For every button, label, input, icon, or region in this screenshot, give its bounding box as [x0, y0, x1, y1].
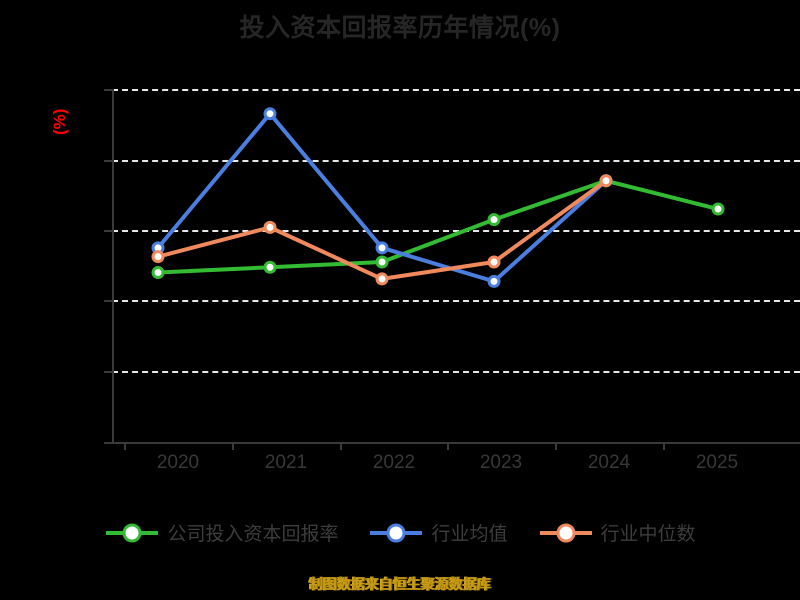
- gridline-4: [112, 300, 800, 302]
- x-tick-label-2023: 2023: [479, 452, 523, 473]
- x-tick-mark-3: [447, 442, 449, 450]
- x-tick-label-2022: 2022: [372, 452, 416, 473]
- gridline-8: [112, 160, 800, 162]
- x-tick-mark-4: [555, 442, 557, 450]
- footer-note: 制图数据来自恒生聚源数据库: [309, 576, 491, 592]
- legend-marker-industry-median-icon: [539, 523, 592, 542]
- legend-label-industry-mean: 行业均值: [431, 524, 508, 545]
- x-tick-label-2021: 2021: [264, 452, 308, 473]
- x-tick-mark-1: [232, 442, 234, 450]
- y-tick-mark-10: [104, 89, 112, 91]
- x-tick-mark-5: [663, 442, 665, 450]
- y-tick-mark-0: [104, 442, 112, 444]
- legend-item-industry-mean[interactable]: 行业均值: [368, 519, 508, 546]
- legend-label-industry-median: 行业中位数: [600, 524, 696, 545]
- page-title: 投入资本回报率历年情况(%): [239, 14, 561, 42]
- legend-item-company[interactable]: 公司投入资本回报率: [104, 519, 338, 546]
- legend-item-industry-median[interactable]: 行业中位数: [538, 519, 696, 546]
- legend-marker-industry-mean-icon: [370, 523, 423, 542]
- y-tick-mark-8: [104, 160, 112, 162]
- x-tick-label-2020: 2020: [156, 452, 200, 473]
- x-tick-label-2024: 2024: [587, 452, 631, 473]
- y-tick-mark-2: [104, 371, 112, 373]
- x-tick-mark-2: [340, 442, 342, 450]
- gridline-10: [112, 89, 800, 91]
- plot-area: [112, 89, 800, 442]
- legend-label-company: 公司投入资本回报率: [167, 524, 339, 545]
- y-axis-label: (%): [50, 108, 69, 135]
- gridline-6: [112, 230, 800, 232]
- legend: 公司投入资本回报率 行业均值 行业中位数: [0, 519, 800, 546]
- x-axis-spine: [112, 442, 800, 444]
- y-axis-spine: [112, 89, 114, 443]
- x-tick-label-2025: 2025: [695, 452, 739, 473]
- x-tick-mark-0: [124, 442, 126, 450]
- y-tick-mark-4: [104, 300, 112, 302]
- legend-marker-company-icon: [106, 523, 159, 542]
- gridline-2: [112, 371, 800, 373]
- y-tick-mark-6: [104, 230, 112, 232]
